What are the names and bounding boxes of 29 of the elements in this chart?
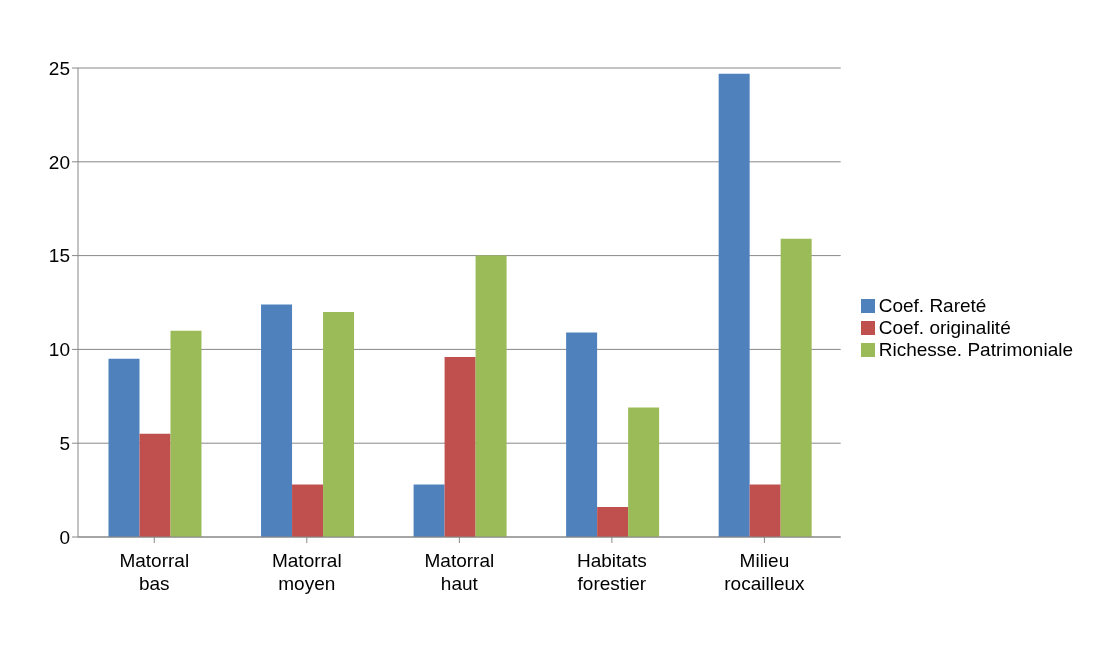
x-tick-label: Habitats forestier (577, 550, 647, 594)
bar (261, 304, 293, 537)
bar (170, 330, 202, 537)
x-tick-label: Matorral haut (424, 550, 495, 594)
y-tick-label: 10 (48, 339, 70, 361)
y-tick-label: 5 (59, 432, 70, 454)
bar (413, 484, 445, 537)
bar (597, 506, 629, 537)
y-tick-label: 15 (48, 245, 70, 267)
legend-label: Coef. originalité (878, 316, 1011, 338)
bar (780, 238, 812, 537)
bar (628, 407, 660, 537)
x-tick-label: Matorral moyen (271, 550, 342, 594)
bar (108, 358, 140, 537)
y-tick-label: 25 (48, 57, 70, 79)
bar (292, 484, 324, 537)
x-tick-label: Milieu rocailleux (724, 550, 806, 594)
bar (749, 484, 781, 537)
bar (444, 356, 476, 537)
bar (718, 73, 750, 537)
bar (566, 332, 598, 537)
bar (475, 255, 507, 537)
y-tick-label: 0 (59, 526, 70, 548)
bar (323, 311, 355, 537)
x-tick-label: Matorral bas (119, 550, 190, 594)
legend-label: Coef. Rareté (878, 294, 987, 316)
y-tick-label: 20 (48, 151, 70, 173)
legend-label: Richesse. Patrimoniale (878, 338, 1073, 360)
bar (139, 433, 171, 537)
